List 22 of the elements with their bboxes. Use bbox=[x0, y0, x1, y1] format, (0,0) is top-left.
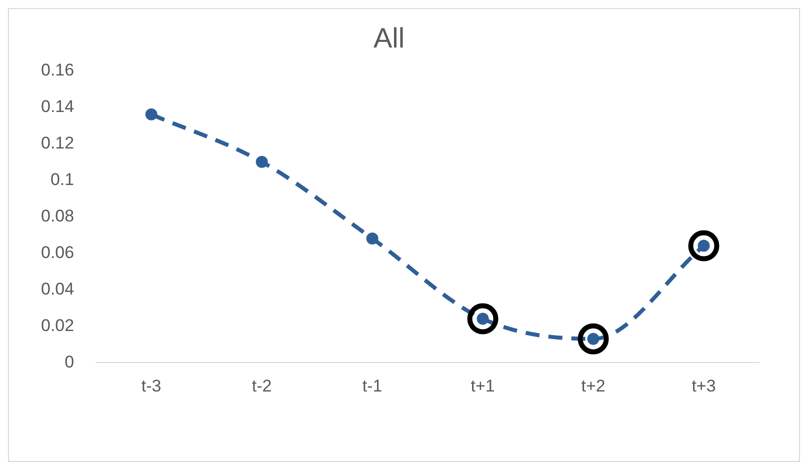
x-tick-label: t-3 bbox=[141, 376, 162, 396]
y-tick-label: 0 bbox=[64, 352, 74, 372]
y-tick-label: 0.1 bbox=[50, 170, 74, 189]
point bbox=[467, 303, 498, 334]
y-tick-label: 0.08 bbox=[40, 206, 74, 226]
x-tick-label: t-2 bbox=[252, 376, 272, 396]
chart-title: All bbox=[373, 22, 405, 54]
y-tick-label: 0.04 bbox=[40, 279, 74, 298]
point bbox=[578, 323, 609, 354]
y-tick-label: 0.06 bbox=[40, 242, 74, 262]
point bbox=[145, 108, 158, 120]
y-tick-label: 0.12 bbox=[40, 133, 74, 152]
x-tick-label: t+2 bbox=[581, 376, 606, 396]
y-tick-label: 0.02 bbox=[40, 316, 74, 335]
point bbox=[366, 232, 378, 244]
point bbox=[256, 156, 268, 168]
point bbox=[688, 230, 720, 262]
x-tick-label: t-1 bbox=[362, 376, 382, 396]
x-tick-label: t+3 bbox=[692, 376, 716, 396]
y-tick-label: 0.14 bbox=[40, 96, 74, 116]
y-tick-label: 0.16 bbox=[40, 60, 74, 80]
x-tick-label: t+1 bbox=[470, 376, 495, 396]
